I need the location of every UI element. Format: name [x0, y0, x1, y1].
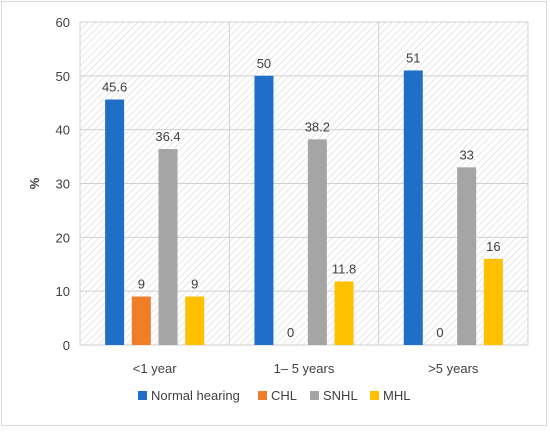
chart-frame: 0 10 20 30 40 50 60% <1 year 1– 5 years >5 years …: [1, 1, 547, 426]
bar-normal-hearing: [105, 99, 125, 346]
x-tick-label: >5 years: [428, 361, 479, 376]
bar-mhl: [334, 281, 354, 345]
y-tick-label: 20: [56, 230, 70, 245]
legend-swatch: [258, 391, 267, 400]
data-label: 9: [191, 277, 198, 292]
legend-label: Normal hearing: [151, 388, 240, 403]
data-label: 45.6: [102, 80, 127, 95]
y-axis-label: %: [27, 177, 42, 189]
y-tick-label: 10: [56, 284, 70, 299]
y-tick-label: 40: [56, 123, 70, 138]
legend-swatch: [370, 391, 379, 400]
legend-swatch: [310, 391, 319, 400]
bar-snhl: [307, 139, 327, 345]
data-label: 0: [436, 325, 443, 340]
bar-chl: [131, 296, 151, 345]
data-label: 9: [138, 277, 145, 292]
data-label: 16: [486, 239, 500, 254]
bar-normal-hearing: [254, 75, 274, 345]
data-label: 38.2: [305, 119, 330, 134]
y-tick-label: 50: [56, 69, 70, 84]
data-label: 11.8: [332, 261, 356, 276]
data-label: 33: [459, 147, 473, 162]
y-tick-label: 30: [56, 177, 70, 192]
bar-mhl: [185, 296, 205, 345]
legend-label: CHL: [271, 388, 297, 403]
y-tick-label: 0: [63, 338, 70, 353]
data-label: 51: [406, 50, 420, 65]
x-tick-label: 1– 5 years: [274, 361, 335, 376]
data-label: 36.4: [155, 129, 180, 144]
y-tick-label: 60: [56, 15, 70, 30]
data-label: 50: [257, 56, 271, 71]
x-tick-label: <1 year: [133, 361, 177, 376]
legend-label: SNHL: [323, 388, 358, 403]
bar-snhl: [457, 167, 477, 345]
bar-snhl: [158, 149, 178, 345]
data-label: 0: [287, 325, 294, 340]
legend-swatch: [138, 391, 147, 400]
legend-label: MHL: [383, 388, 410, 403]
bar-mhl: [483, 258, 503, 345]
bar-normal-hearing: [403, 70, 423, 345]
